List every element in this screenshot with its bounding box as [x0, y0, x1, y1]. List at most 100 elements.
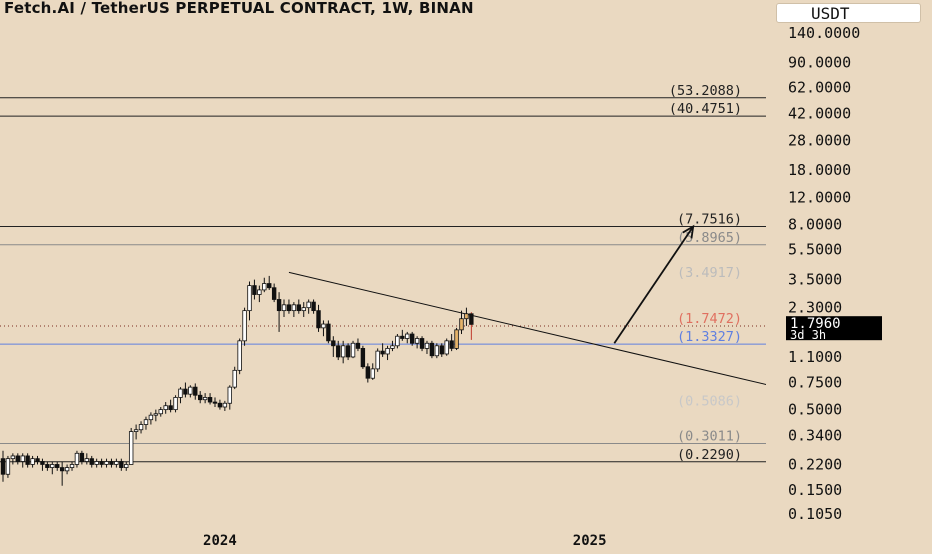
candle — [94, 458, 99, 468]
price-tick-label: 28.0000 — [788, 132, 851, 150]
candle-body — [311, 301, 316, 312]
level-label: (0.5086) — [677, 393, 742, 409]
candle-body — [5, 458, 11, 475]
candle-body — [296, 304, 301, 312]
candle — [148, 412, 154, 425]
projection-arrow — [613, 226, 694, 344]
candle-body — [365, 366, 371, 379]
candle — [222, 400, 228, 411]
candle — [40, 458, 45, 471]
price-axis-scale[interactable]: 200.0000140.000090.000062.000042.000028.… — [766, 0, 932, 550]
candle — [331, 336, 336, 357]
candle-body — [355, 342, 361, 349]
candle-body — [360, 348, 366, 368]
trendline-group — [288, 271, 766, 385]
level-label: (7.7516) — [677, 211, 742, 227]
candle-body — [119, 461, 124, 468]
price-tick-label: 18.0000 — [788, 161, 851, 179]
candle — [380, 343, 385, 357]
candle-body — [114, 461, 119, 465]
candle — [291, 302, 297, 318]
candle — [217, 399, 223, 410]
candle — [74, 450, 80, 468]
level-label: (0.3011) — [677, 429, 742, 445]
candle — [35, 455, 40, 465]
candle-body — [158, 409, 163, 415]
candle-body — [429, 342, 435, 357]
candle-body — [237, 340, 242, 371]
candle — [45, 461, 50, 471]
candle — [212, 397, 218, 407]
chart-area[interactable]: (53.2088) (40.4751) (7.7516) (5.8965) (3.491… — [0, 0, 766, 550]
candle-body — [89, 458, 94, 465]
candle — [360, 345, 366, 369]
candle-body — [109, 461, 114, 465]
candle — [202, 393, 208, 404]
candle-body — [419, 338, 425, 349]
candle-body — [138, 424, 144, 431]
candle — [281, 299, 287, 318]
candle — [419, 336, 425, 352]
candle — [409, 331, 415, 346]
candle-body — [207, 397, 213, 403]
candle — [158, 406, 163, 417]
time-tick-label: 2025 — [573, 533, 607, 549]
candle-body — [55, 464, 60, 468]
candle — [301, 302, 306, 318]
candle-body — [153, 413, 159, 416]
candle-body — [30, 458, 35, 465]
candle — [124, 461, 129, 471]
price-tick-label: 90.0000 — [788, 54, 851, 72]
candle — [350, 340, 356, 359]
candle-body — [232, 369, 237, 388]
candle — [69, 461, 75, 471]
candle — [133, 424, 139, 440]
candle — [178, 387, 183, 404]
price-tick-label: 2.3000 — [788, 299, 842, 317]
candle — [197, 391, 203, 404]
candle-body — [400, 335, 405, 339]
candle-body — [271, 287, 277, 300]
candle — [276, 292, 282, 332]
candle — [385, 345, 390, 361]
candle — [30, 455, 35, 468]
candle-body — [10, 455, 16, 460]
candle-body — [168, 405, 173, 411]
price-tick-label: 0.2200 — [788, 455, 842, 473]
candle-body — [40, 461, 45, 465]
candle-body — [306, 301, 311, 309]
candle-body — [133, 429, 139, 432]
candle-body — [25, 455, 30, 465]
candle — [321, 320, 326, 337]
candle — [459, 310, 464, 335]
candle-body — [262, 283, 267, 291]
candle-body — [69, 464, 75, 468]
candle — [232, 366, 237, 390]
current-price-countdown: 3d 3h — [790, 328, 826, 342]
price-axis[interactable]: 200.0000140.000090.000062.000042.000028.… — [766, 0, 932, 550]
candle — [414, 336, 420, 349]
candle — [464, 307, 469, 326]
trendline — [288, 271, 766, 385]
candle — [153, 409, 159, 422]
candle-body — [350, 342, 356, 358]
candle — [336, 340, 341, 361]
arrow-head — [682, 224, 695, 239]
price-chart[interactable]: (53.2088) (40.4751) (7.7516) (5.8965) (3.491… — [0, 0, 766, 550]
candle — [5, 455, 11, 478]
candle-body — [217, 402, 223, 408]
candle — [109, 458, 114, 468]
candle-body — [84, 458, 90, 462]
candle-body — [128, 431, 134, 465]
candle — [271, 283, 277, 303]
currency-selector[interactable]: USDT — [776, 3, 921, 23]
candle-body — [212, 401, 218, 404]
candle — [469, 312, 474, 340]
candle-body — [276, 299, 282, 312]
candle — [267, 275, 272, 290]
candle — [326, 320, 331, 344]
candle — [444, 338, 449, 356]
candle-body — [331, 340, 336, 347]
candle — [183, 382, 188, 398]
candles — [0, 275, 474, 486]
